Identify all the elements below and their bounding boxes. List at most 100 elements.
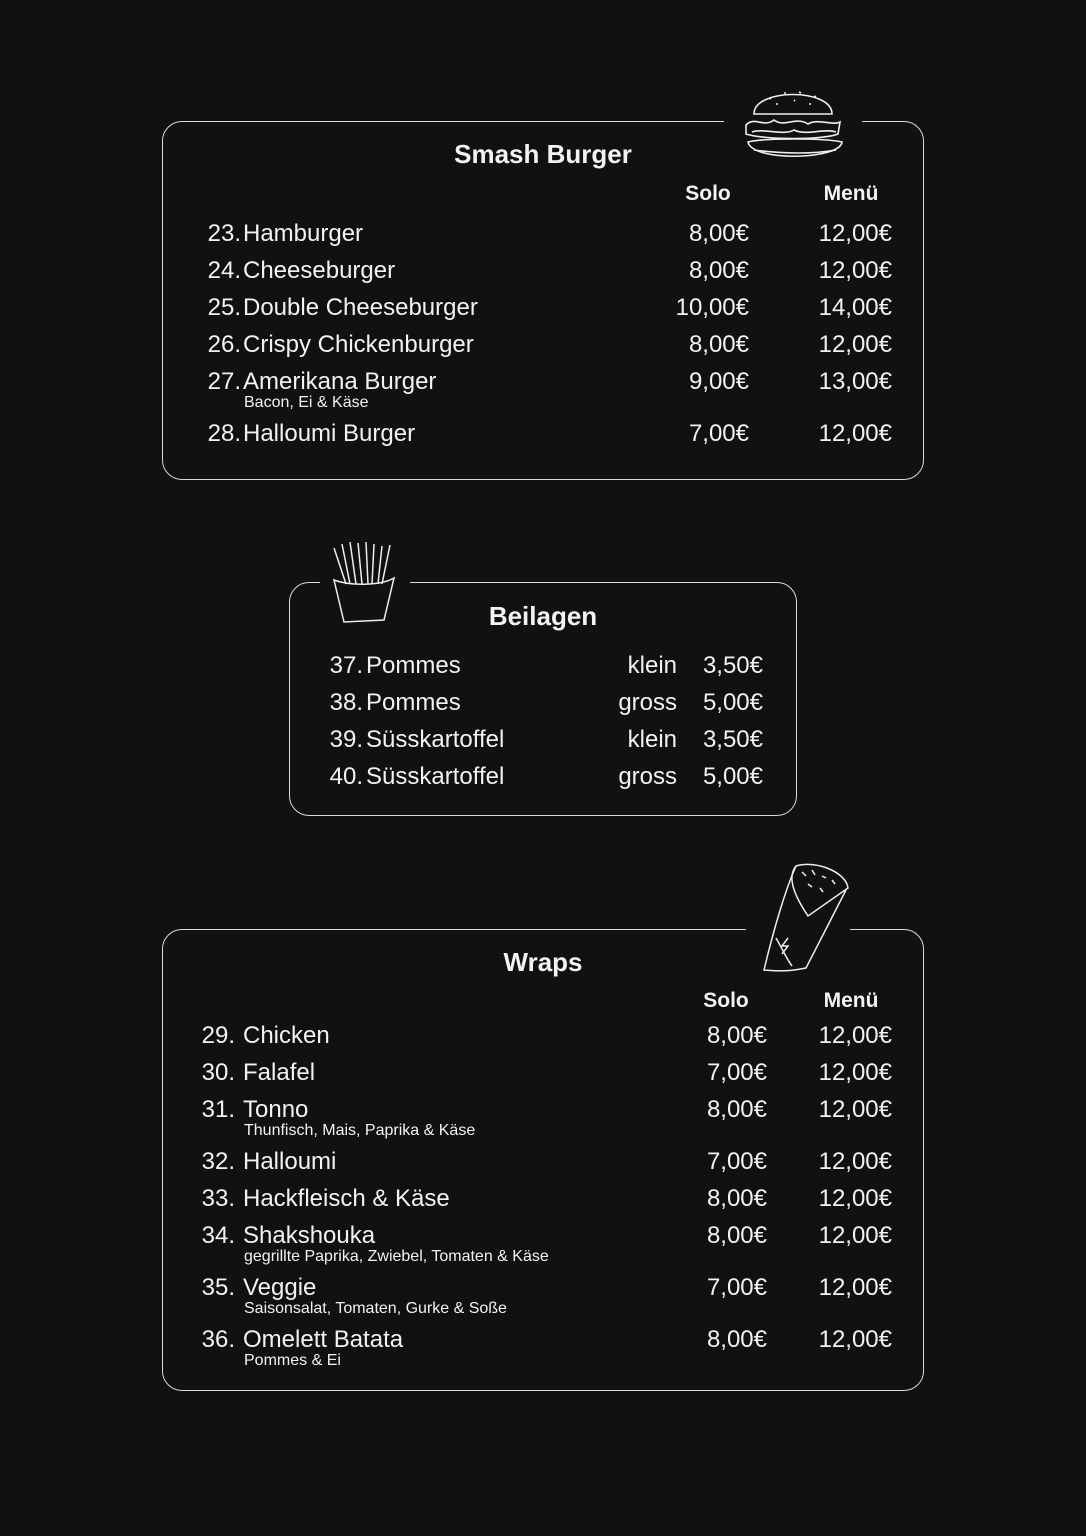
menu-price: 12,00€ (818, 1148, 892, 1175)
menu-price: 12,00€ (818, 220, 892, 247)
menu-price: 12,00€ (818, 331, 892, 358)
item-name: Double Cheeseburger (243, 294, 478, 321)
solo-price: 7,00€ (706, 1148, 767, 1175)
item-number: 25. (207, 294, 241, 321)
item-description: Bacon, Ei & Käse (244, 394, 369, 411)
item-number: 29. (201, 1022, 235, 1049)
item-name: Crispy Chickenburger (243, 331, 474, 358)
item-description: Saisonsalat, Tomaten, Gurke & Soße (244, 1300, 507, 1317)
solo-price: 8,00€ (706, 1326, 767, 1353)
solo-price: 7,00€ (688, 420, 749, 447)
fries-icon (320, 540, 410, 628)
item-number: 38. (329, 689, 363, 716)
menu-item: 36. Omelett Batata Pommes & Ei 8,00€ 12,00€ (163, 1326, 923, 1378)
solo-price: 7,00€ (706, 1059, 767, 1086)
item-name: Hackfleisch & Käse (243, 1185, 450, 1212)
item-name: Halloumi Burger (243, 420, 416, 447)
price: 5,00€ (702, 689, 763, 716)
price: 5,00€ (702, 763, 763, 790)
item-name: Shakshouka (243, 1222, 376, 1249)
item-number: 24. (207, 257, 241, 284)
menu-price: 14,00€ (818, 294, 892, 321)
item-name: Süsskartoffel (366, 726, 505, 753)
menu-item: 27. Amerikana Burger Bacon, Ei & Käse 9,00€… (163, 368, 923, 420)
item-name: Veggie (243, 1274, 317, 1301)
item-description: gegrillte Paprika, Zwiebel, Tomaten & Kä… (244, 1248, 549, 1265)
menu-price: 12,00€ (818, 257, 892, 284)
menu-header: Menü (823, 989, 879, 1012)
menu-item: 23. Hamburger 8,00€ 12,00€ (163, 220, 923, 257)
size-label: klein (627, 652, 677, 679)
item-name: Amerikana Burger (243, 368, 437, 395)
item-list: 37. Pommes klein 3,50€ 38. Pommes gross 5,00€ 39… (290, 652, 796, 800)
menu-price: 12,00€ (818, 1022, 892, 1049)
section-title: Wraps (503, 947, 583, 977)
solo-price: 8,00€ (706, 1185, 767, 1212)
item-name: Süsskartoffel (366, 763, 505, 790)
item-number: 34. (201, 1222, 235, 1249)
item-number: 39. (329, 726, 363, 753)
menu-item: 40. Süsskartoffel gross 5,00€ (290, 763, 796, 800)
menu-item: 38. Pommes gross 5,00€ (290, 689, 796, 726)
item-name: Omelett Batata (243, 1326, 404, 1353)
section-title: Smash Burger (454, 139, 632, 169)
menu-item: 35. Veggie Saisonsalat, Tomaten, Gurke & S… (163, 1274, 923, 1326)
size-label: gross (618, 689, 677, 716)
item-number: 37. (329, 652, 363, 679)
item-name: Chicken (243, 1022, 330, 1049)
menu-item: 25. Double Cheeseburger 10,00€ 14,00€ (163, 294, 923, 331)
item-name: Hamburger (243, 220, 364, 247)
item-number: 35. (201, 1274, 235, 1301)
item-number: 30. (201, 1059, 235, 1086)
solo-header: Solo (703, 989, 749, 1012)
price: 3,50€ (702, 726, 763, 753)
menu-price: 12,00€ (818, 1274, 892, 1301)
solo-price: 10,00€ (675, 294, 749, 321)
menu-price: 12,00€ (818, 420, 892, 447)
menu-item: 34. Shakshouka gegrillte Paprika, Zwiebel,… (163, 1222, 923, 1274)
menu-item: 29. Chicken 8,00€ 12,00€ (163, 1022, 923, 1059)
item-name: Pommes (366, 689, 461, 716)
menu-price: 12,00€ (818, 1096, 892, 1123)
solo-price: 8,00€ (706, 1022, 767, 1049)
menu-item: 24. Cheeseburger 8,00€ 12,00€ (163, 257, 923, 294)
menu-item: 28. Halloumi Burger 7,00€ 12,00€ (163, 420, 923, 457)
solo-price: 8,00€ (706, 1096, 767, 1123)
section-title: Beilagen (488, 601, 598, 631)
burger-icon (724, 80, 862, 170)
menu-item: 31. Tonno Thunfisch, Mais, Paprika & Käse 8… (163, 1096, 923, 1148)
item-name: Halloumi (243, 1148, 337, 1175)
menu-price: 12,00€ (818, 1222, 892, 1249)
sides-section: Beilagen 37. Pommes klein 3,50€ 38. Pommes gro… (289, 582, 797, 816)
menu-price: 12,00€ (818, 1059, 892, 1086)
menu-item: 39. Süsskartoffel klein 3,50€ (290, 726, 796, 763)
solo-price: 8,00€ (688, 257, 749, 284)
item-description: Pommes & Ei (244, 1352, 341, 1369)
solo-price: 8,00€ (688, 220, 749, 247)
menu-price: 12,00€ (818, 1326, 892, 1353)
menu-item: 37. Pommes klein 3,50€ (290, 652, 796, 689)
solo-price: 7,00€ (706, 1274, 767, 1301)
size-label: gross (618, 763, 677, 790)
solo-price: 9,00€ (688, 368, 749, 395)
menu-header: Menü (823, 182, 879, 205)
item-number: 28. (207, 420, 241, 447)
menu-item: 33. Hackfleisch & Käse 8,00€ 12,00€ (163, 1185, 923, 1222)
item-number: 27. (207, 368, 241, 395)
menu-price: 13,00€ (818, 368, 892, 395)
item-name: Tonno (243, 1096, 309, 1123)
item-description: Thunfisch, Mais, Paprika & Käse (244, 1122, 476, 1139)
item-number: 26. (207, 331, 241, 358)
item-number: 40. (329, 763, 363, 790)
item-name: Falafel (243, 1059, 316, 1086)
menu-item: 32. Halloumi 7,00€ 12,00€ (163, 1148, 923, 1185)
item-name: Pommes (366, 652, 461, 679)
menu-item: 30. Falafel 7,00€ 12,00€ (163, 1059, 923, 1096)
menu-item: 26. Crispy Chickenburger 8,00€ 12,00€ (163, 331, 923, 368)
item-number: 36. (201, 1326, 235, 1353)
solo-price: 8,00€ (688, 331, 749, 358)
item-number: 23. (207, 220, 241, 247)
item-number: 33. (201, 1185, 235, 1212)
item-name: Cheeseburger (243, 257, 396, 284)
wrap-icon (746, 858, 850, 978)
